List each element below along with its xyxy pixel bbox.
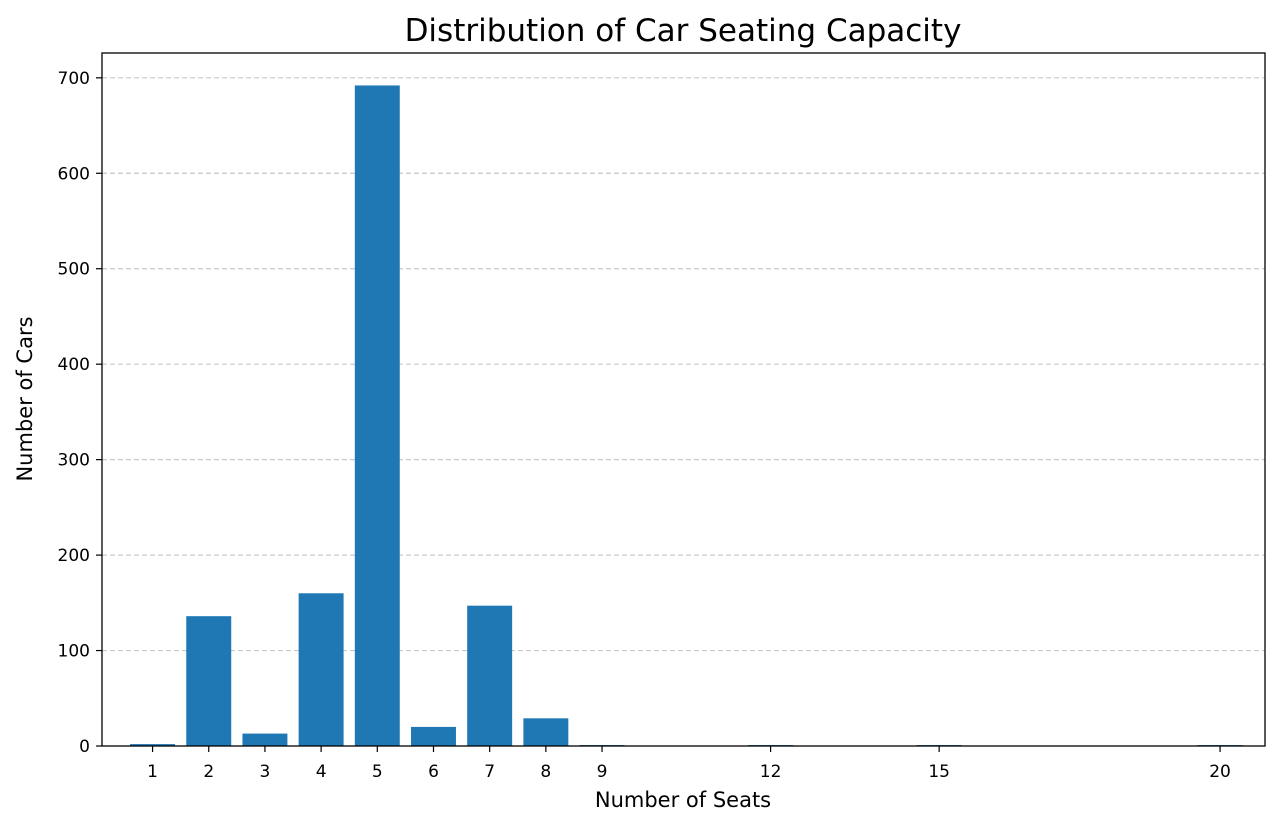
bar-2-seats: [186, 616, 232, 746]
bar-1-seats: [130, 744, 176, 746]
bar-7-seats: [467, 605, 513, 746]
y-tick-label: 100: [58, 642, 90, 662]
grid-lines: [102, 77, 1265, 652]
plot-frame: [101, 52, 1266, 747]
x-tick-label: 5: [372, 762, 383, 782]
y-tick-label: 200: [58, 546, 90, 566]
y-axis-label: Number of Cars: [13, 316, 37, 481]
bars: [130, 85, 1243, 747]
bar-3-seats: [242, 733, 288, 746]
chart-title: Distribution of Car Seating Capacity: [405, 13, 962, 49]
y-tick-label: 600: [58, 164, 90, 184]
x-tick-label: 15: [928, 762, 950, 782]
x-tick-label: 3: [260, 762, 271, 782]
y-axis-ticks: 0 100 200 300 400 500 600 700: [58, 69, 102, 757]
bar-5-seats: [354, 85, 400, 747]
x-tick-label: 4: [316, 762, 327, 782]
x-axis-ticks: 1 2 3 4 5 6 7 8 9 12 15 20: [147, 746, 1231, 782]
x-tick-label: 8: [540, 762, 551, 782]
x-tick-label: 9: [597, 762, 608, 782]
x-tick-label: 20: [1209, 762, 1231, 782]
x-axis-label: Number of Seats: [595, 788, 771, 812]
y-tick-label: 0: [79, 737, 90, 757]
y-tick-label: 500: [58, 260, 90, 280]
y-tick-label: 700: [58, 69, 90, 89]
bar-4-seats: [298, 593, 344, 746]
x-tick-label: 2: [203, 762, 214, 782]
y-tick-label: 300: [58, 451, 90, 471]
x-tick-label: 1: [147, 762, 158, 782]
x-tick-label: 7: [484, 762, 495, 782]
x-tick-label: 12: [760, 762, 782, 782]
x-tick-label: 6: [428, 762, 439, 782]
bar-8-seats: [523, 718, 569, 746]
bar-6-seats: [411, 726, 456, 746]
y-tick-label: 400: [58, 355, 90, 375]
